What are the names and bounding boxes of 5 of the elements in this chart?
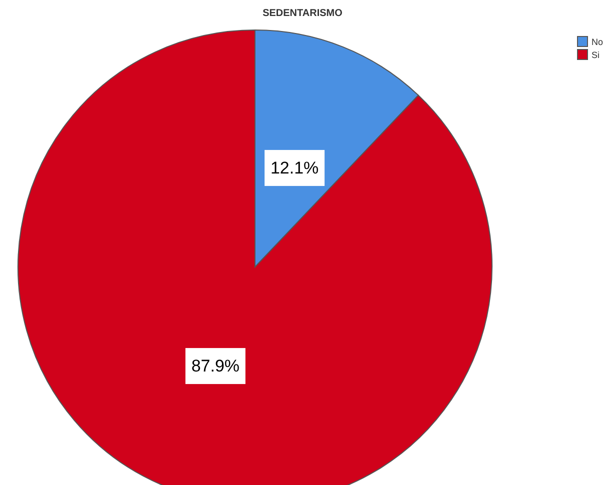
chart-title: SEDENTARISMO xyxy=(262,8,344,19)
data-label: 87.9% xyxy=(191,356,240,376)
data-label: 12.1% xyxy=(270,158,319,178)
legend-label: No xyxy=(591,36,603,46)
legend-label: Si xyxy=(591,50,600,60)
